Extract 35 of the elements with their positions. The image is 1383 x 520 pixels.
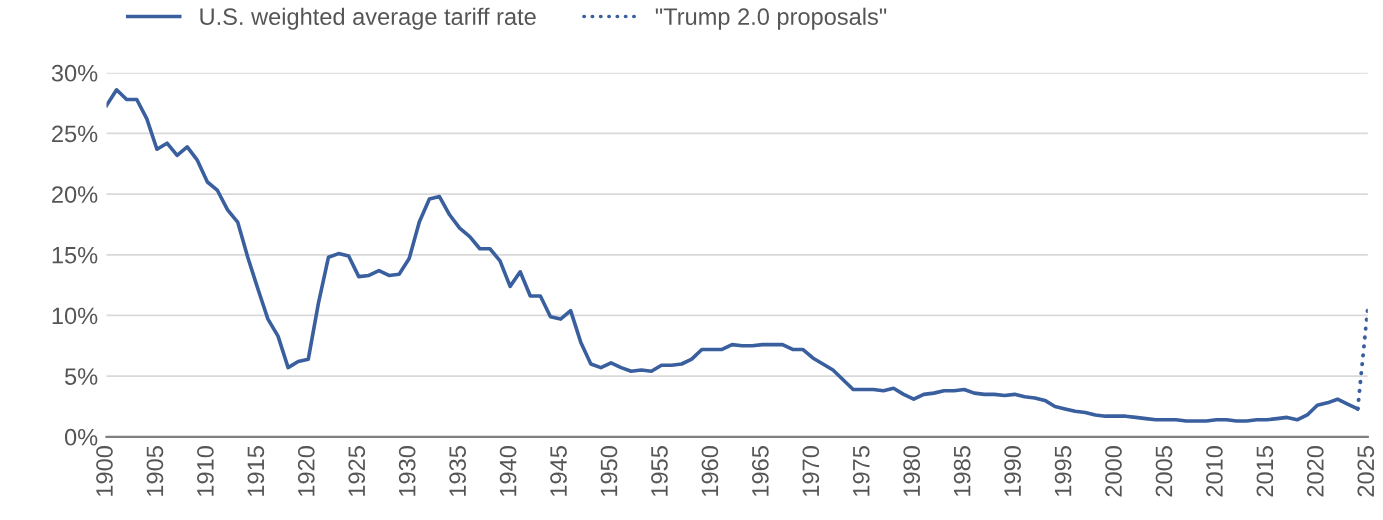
x-tick-label: 2000 xyxy=(1105,446,1122,497)
x-tick-label: 1905 xyxy=(146,446,164,496)
x-tick-label: 2015 xyxy=(1256,446,1274,497)
x-tick-label: 1930 xyxy=(398,446,416,496)
x-tick-label: 1935 xyxy=(449,446,466,496)
x-tick-label: 1955 xyxy=(651,446,668,496)
x-tick-label: 2020 xyxy=(1306,446,1324,497)
x-tick-label: 1965 xyxy=(751,446,769,496)
x-tick-label: 1995 xyxy=(1054,446,1072,496)
x-tick-label: 1990 xyxy=(1004,446,1021,496)
x-tick-label: 1915 xyxy=(247,446,265,496)
x-tick-label: 2025 xyxy=(1357,446,1375,497)
x-tick-label: 2010 xyxy=(1206,446,1223,497)
x-tick-label: 2005 xyxy=(1155,446,1173,497)
x-tick-label: 1975 xyxy=(852,446,870,496)
x-tick-label: 1900 xyxy=(96,446,113,496)
x-tick-label: 1960 xyxy=(701,446,719,496)
x-tick-label: 1950 xyxy=(600,446,618,496)
y-tick-label: 0% xyxy=(64,428,98,446)
x-tick-label: 1985 xyxy=(953,446,971,496)
y-tick-label: 30% xyxy=(51,64,98,82)
x-tick-label: 1925 xyxy=(348,446,366,496)
y-tick-label: 25% xyxy=(52,125,98,143)
x-tick-label: 1940 xyxy=(499,446,517,496)
y-tick-label: 15% xyxy=(52,246,98,264)
x-tick-label: 1920 xyxy=(297,446,315,496)
x-tick-label: 1980 xyxy=(903,446,921,496)
x-tick-label: 1970 xyxy=(802,446,820,496)
y-tick-label: 5% xyxy=(64,368,98,385)
x-tick-label: 1910 xyxy=(197,446,214,496)
legend-label: U.S. weighted average tariff rate xyxy=(200,7,536,30)
y-tick-label: 10% xyxy=(52,307,98,325)
y-tick-label: 20% xyxy=(52,186,98,203)
x-tick-label: 1945 xyxy=(550,446,567,496)
legend-label: "Trump 2.0 proposals" xyxy=(655,7,887,30)
